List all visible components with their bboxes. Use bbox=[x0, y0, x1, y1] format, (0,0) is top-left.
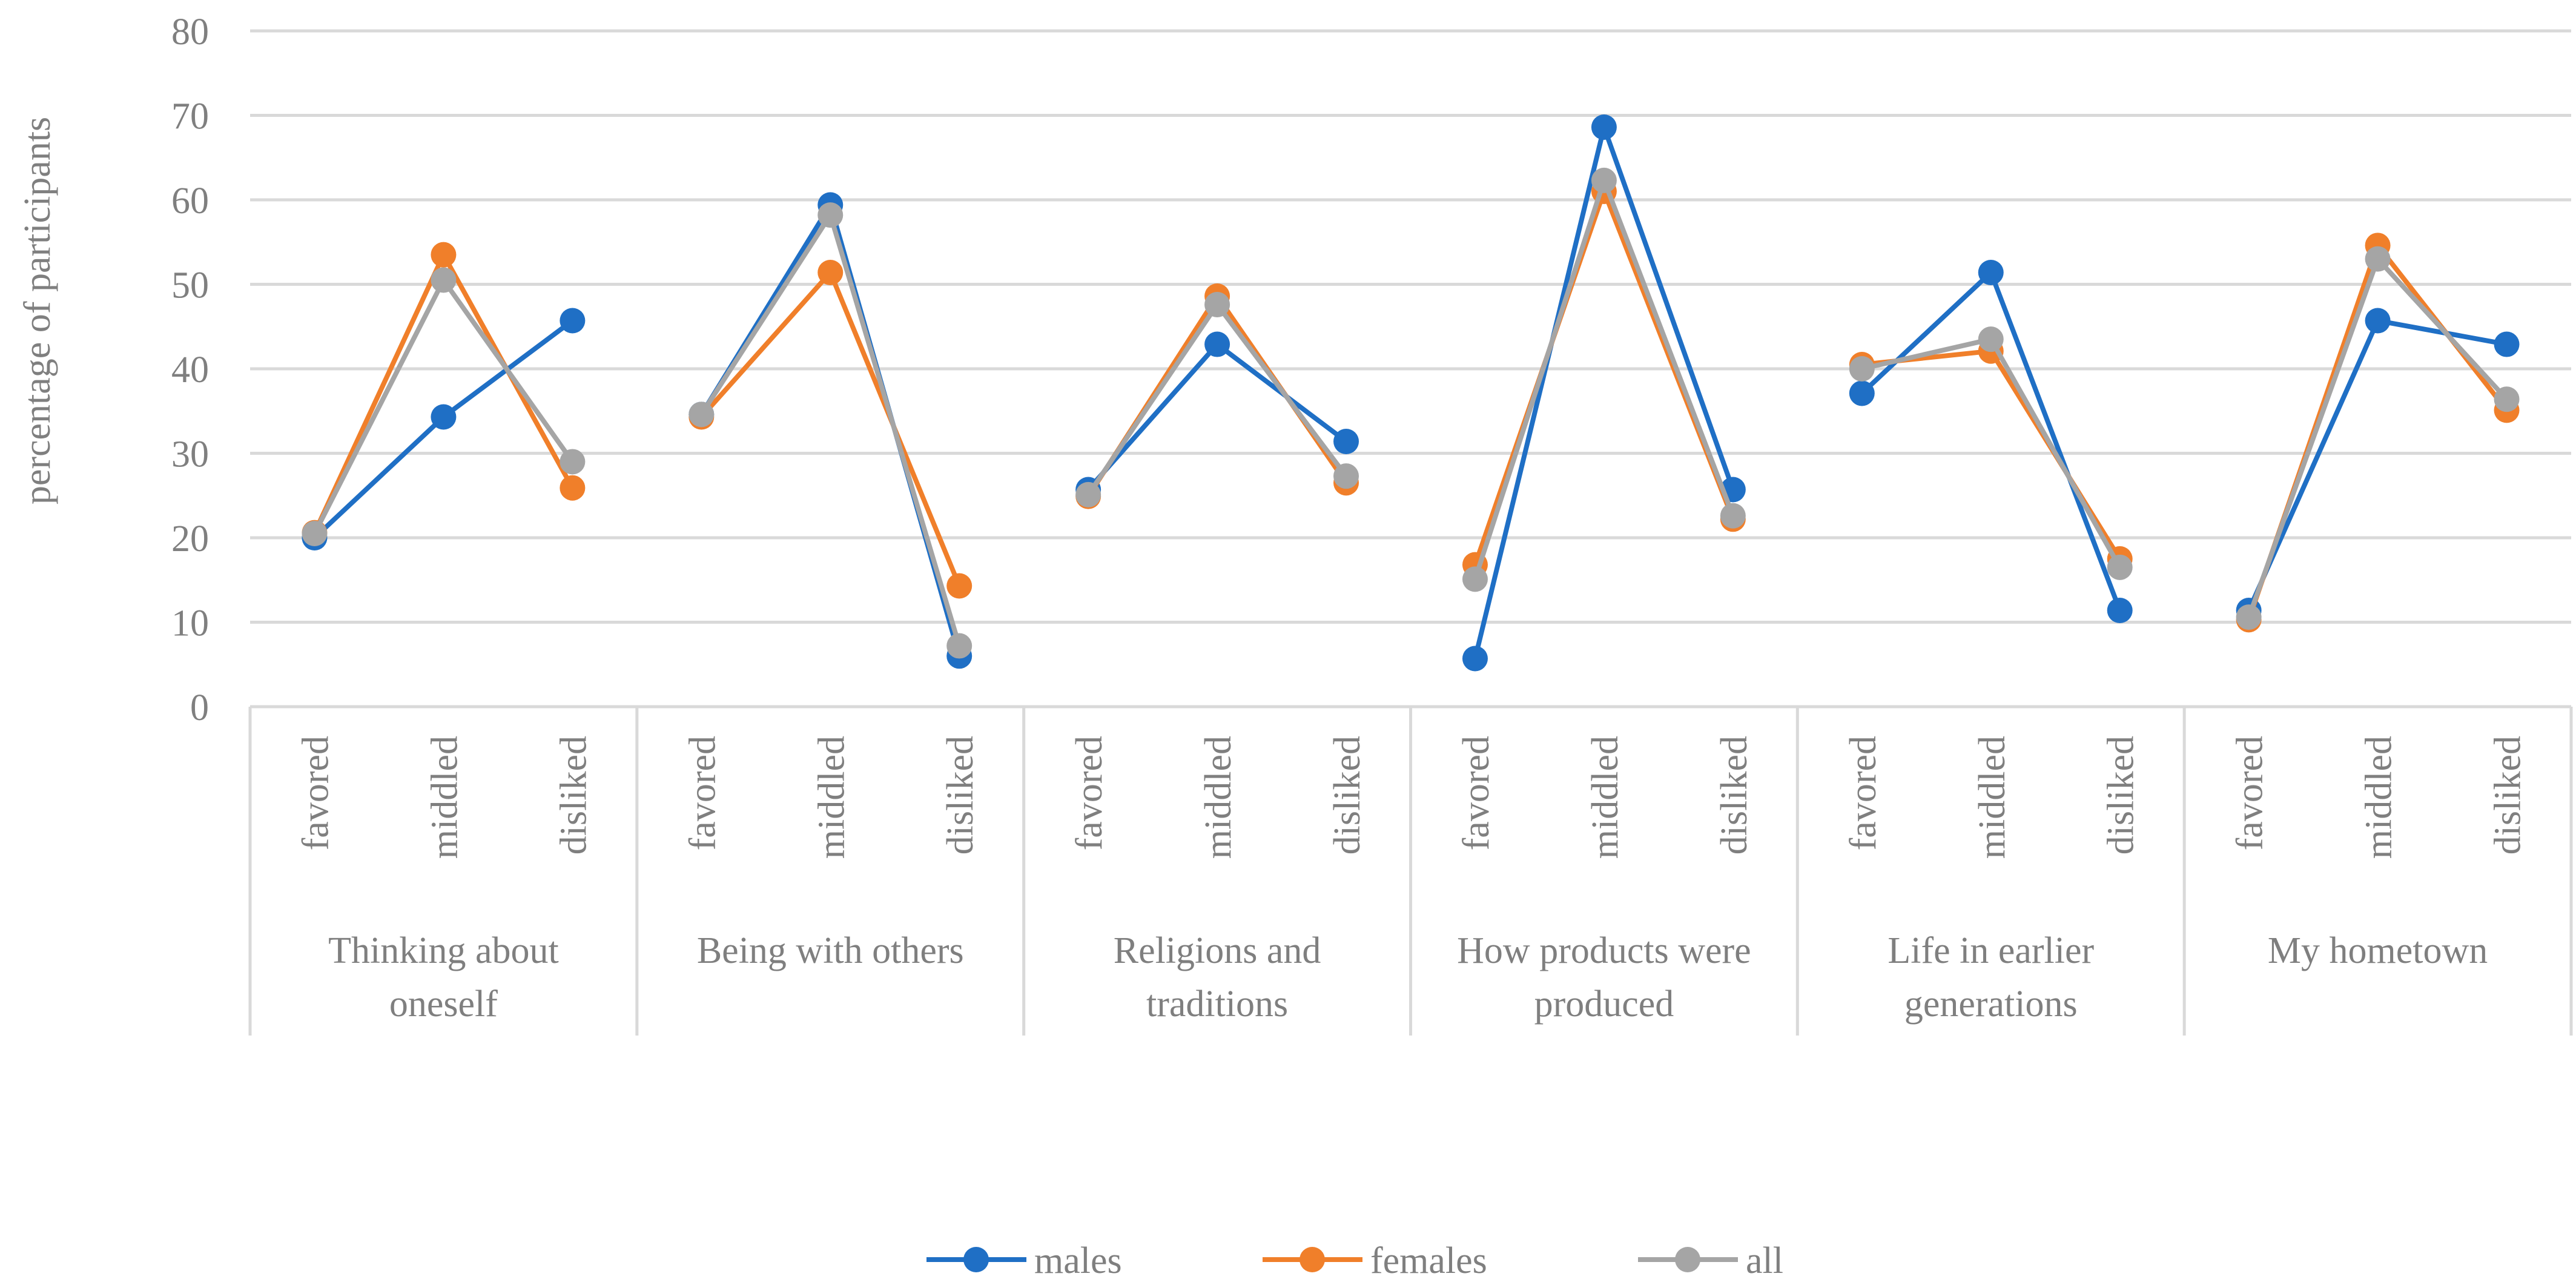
x-level-label: disliked bbox=[1714, 736, 1755, 854]
legend-item-males: males bbox=[926, 1240, 1122, 1281]
x-level-label: disliked bbox=[940, 736, 981, 854]
series-line bbox=[1086, 294, 1349, 498]
y-tick-label: 10 bbox=[171, 603, 209, 644]
legend-marker bbox=[1675, 1247, 1700, 1272]
data-point bbox=[946, 633, 973, 659]
x-group-label: Being with others bbox=[697, 930, 964, 971]
data-point bbox=[1204, 291, 1230, 317]
x-level-label: middled bbox=[2359, 736, 2400, 859]
data-point bbox=[2107, 554, 2133, 580]
x-group-label: generations bbox=[1904, 983, 2078, 1025]
y-tick-label: 80 bbox=[171, 12, 209, 53]
y-tick-label: 0 bbox=[190, 687, 209, 729]
data-point bbox=[2494, 386, 2520, 412]
x-level-label: middled bbox=[1198, 736, 1239, 859]
x-level-label: favored bbox=[295, 736, 336, 850]
data-point bbox=[689, 401, 715, 428]
data-point bbox=[560, 308, 586, 334]
y-tick-label: 40 bbox=[171, 349, 209, 391]
x-group-label: How products were bbox=[1457, 930, 1751, 971]
x-group-label: oneself bbox=[389, 983, 498, 1025]
data-point bbox=[946, 573, 973, 599]
x-level-label: disliked bbox=[1327, 736, 1368, 854]
data-point bbox=[1462, 646, 1488, 672]
data-point bbox=[2365, 246, 2391, 272]
legend-label: males bbox=[1034, 1240, 1122, 1281]
x-level-label: disliked bbox=[553, 736, 594, 854]
x-level-label: favored bbox=[2230, 736, 2271, 850]
data-point bbox=[560, 475, 586, 501]
series-line bbox=[1473, 125, 1735, 659]
x-level-label: middled bbox=[1585, 736, 1626, 859]
x-level-label: middled bbox=[424, 736, 465, 859]
y-tick-label: 70 bbox=[171, 96, 209, 137]
x-level-label: favored bbox=[1843, 736, 1884, 850]
data-point bbox=[1333, 428, 1359, 454]
data-point bbox=[817, 259, 844, 285]
y-axis-title: percentage of participants bbox=[17, 117, 58, 504]
x-group-label: Life in earlier bbox=[1887, 930, 2094, 971]
series-females bbox=[302, 179, 2520, 633]
legend: males females all bbox=[926, 1240, 1783, 1281]
series-line bbox=[1086, 342, 1348, 492]
x-group-label: produced bbox=[1534, 983, 1674, 1025]
data-point bbox=[1204, 331, 1230, 357]
data-point bbox=[1720, 503, 1746, 529]
legend-item-females: females bbox=[1263, 1240, 1487, 1281]
data-point bbox=[431, 404, 457, 430]
y-tick-label: 60 bbox=[171, 180, 209, 222]
data-point bbox=[2107, 597, 2133, 623]
data-point bbox=[817, 202, 844, 228]
data-point bbox=[431, 242, 457, 268]
series-line bbox=[1860, 269, 2122, 612]
x-level-label: middled bbox=[1972, 736, 2013, 859]
data-point bbox=[560, 449, 586, 475]
data-point bbox=[1849, 380, 1875, 406]
legend-label: females bbox=[1370, 1240, 1487, 1281]
legend-item-all: all bbox=[1638, 1240, 1783, 1281]
data-point bbox=[1849, 356, 1875, 382]
data-point bbox=[431, 267, 457, 293]
x-level-label: disliked bbox=[2488, 736, 2529, 854]
x-group-label: traditions bbox=[1146, 983, 1288, 1025]
x-level-label: favored bbox=[682, 736, 723, 850]
data-point bbox=[1333, 463, 1359, 489]
series bbox=[302, 114, 2520, 672]
x-group-label: My hometown bbox=[2268, 930, 2488, 971]
legend-marker bbox=[963, 1247, 989, 1272]
series-males bbox=[302, 114, 2520, 672]
x-level-label: favored bbox=[1069, 736, 1110, 850]
data-point bbox=[2236, 604, 2262, 630]
data-point bbox=[2494, 331, 2520, 357]
data-point bbox=[1075, 481, 1101, 507]
data-point bbox=[1591, 167, 1617, 193]
x-level-label: middled bbox=[811, 736, 852, 859]
series-line bbox=[1861, 348, 2122, 560]
legend-label: all bbox=[1746, 1240, 1783, 1281]
x-group-label: Religions and bbox=[1114, 930, 1321, 971]
data-point bbox=[1978, 259, 2004, 285]
series-all bbox=[302, 167, 2520, 659]
x-level-label: favored bbox=[1456, 736, 1497, 850]
series-line bbox=[2246, 243, 2509, 621]
series-line bbox=[312, 252, 575, 534]
axes: 0 10 20 30 40 50 60 70 80 percentage of participa… bbox=[17, 12, 2573, 1036]
data-point bbox=[1978, 326, 2004, 352]
data-point bbox=[1591, 114, 1617, 140]
legend-marker bbox=[1300, 1247, 1325, 1272]
data-point bbox=[302, 521, 328, 547]
data-point bbox=[2365, 308, 2391, 334]
y-tick-label: 30 bbox=[171, 434, 209, 475]
x-group-label: Thinking about bbox=[328, 930, 559, 971]
y-tick-label: 50 bbox=[171, 265, 209, 306]
x-level-label: disliked bbox=[2101, 736, 2142, 854]
y-tick-label: 20 bbox=[171, 518, 209, 560]
data-point bbox=[1462, 566, 1488, 592]
gridlines bbox=[250, 29, 2571, 709]
